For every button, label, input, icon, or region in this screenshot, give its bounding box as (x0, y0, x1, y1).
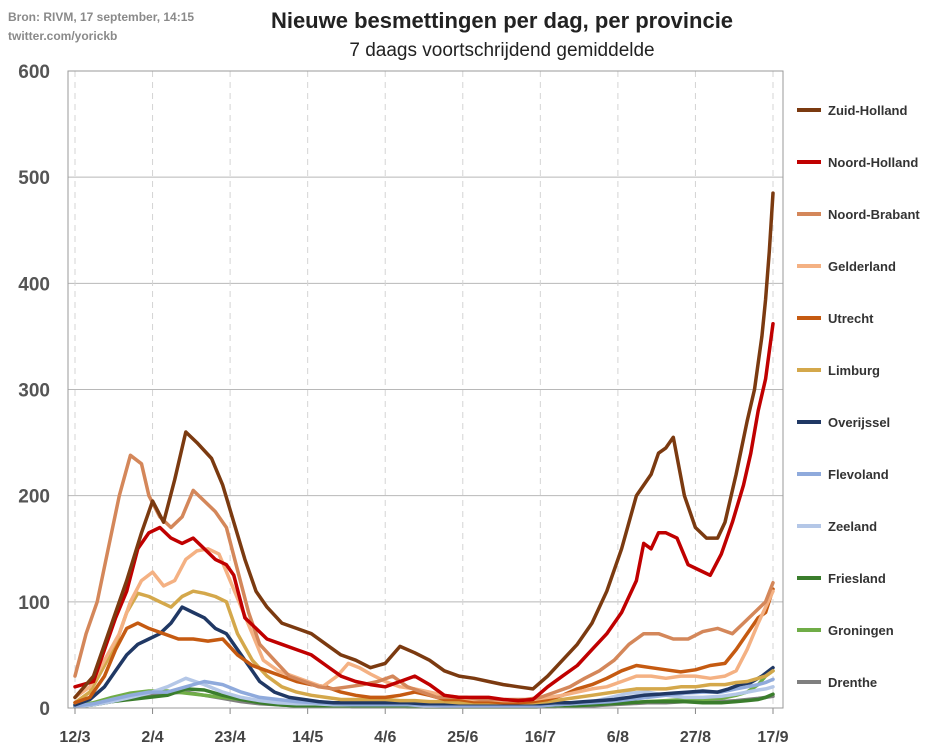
series-line-noord-holland (73, 321, 775, 703)
legend-label: Drenthe (828, 675, 877, 690)
series-line-overijssel (73, 605, 775, 707)
legend-label: Noord-Brabant (828, 207, 920, 222)
series-line-limburg (73, 589, 775, 705)
y-tick-label: 500 (18, 168, 50, 189)
x-tick-label: 27/8 (680, 729, 711, 746)
x-tick-label: 14/5 (292, 729, 323, 746)
twitter-handle: twitter.com/yorickb (8, 29, 118, 43)
x-tick-label: 16/7 (525, 729, 556, 746)
legend-label: Zeeland (828, 519, 877, 534)
x-tick-label: 25/6 (447, 729, 478, 746)
y-tick-label: 0 (39, 699, 50, 720)
legend-label: Friesland (828, 571, 886, 586)
legend-label: Flevoland (828, 467, 889, 482)
x-tick-label: 23/4 (215, 729, 246, 746)
plot-frame (67, 70, 784, 709)
y-tick-label: 300 (18, 381, 50, 402)
y-tick-label: 200 (18, 487, 50, 508)
legend-label: Noord-Holland (828, 155, 918, 170)
legend-label: Utrecht (828, 311, 874, 326)
legend-label: Overijssel (828, 415, 890, 430)
series-line-utrecht (73, 587, 775, 705)
legend-label: Zuid-Holland (828, 103, 907, 118)
series-lines (73, 191, 775, 709)
y-tick-label: 600 (18, 62, 50, 83)
source-label: Bron: RIVM, 17 september, 14:15 (8, 10, 195, 24)
legend-label: Gelderland (828, 259, 896, 274)
x-tick-label: 4/6 (374, 729, 396, 746)
series-line-zuid-holland (73, 191, 775, 700)
series-line-noord-brabant (73, 453, 775, 702)
x-tick-label: 6/8 (607, 729, 629, 746)
y-tick-label: 400 (18, 274, 50, 295)
y-tick-label: 100 (18, 593, 50, 614)
axes: 0 100 200 300 400 500 600 12/3 2/4 23/4 14/5 4/6 25/… (18, 62, 788, 746)
grid (68, 70, 783, 709)
legend-label: Groningen (828, 623, 894, 638)
chart-subtitle: 7 daags voortschrijdend gemiddelde (349, 40, 655, 61)
x-tick-label: 2/4 (141, 729, 163, 746)
legend-label: Limburg (828, 363, 880, 378)
x-tick-label: 17/9 (757, 729, 788, 746)
x-tick-label: 12/3 (59, 729, 90, 746)
legend: Zuid-Holland Noord-Holland Noord-Brabant Ge… (797, 103, 920, 690)
chart-title: Nieuwe besmettingen per dag, per provinc… (270, 8, 734, 33)
series-line-gelderland (73, 547, 775, 703)
